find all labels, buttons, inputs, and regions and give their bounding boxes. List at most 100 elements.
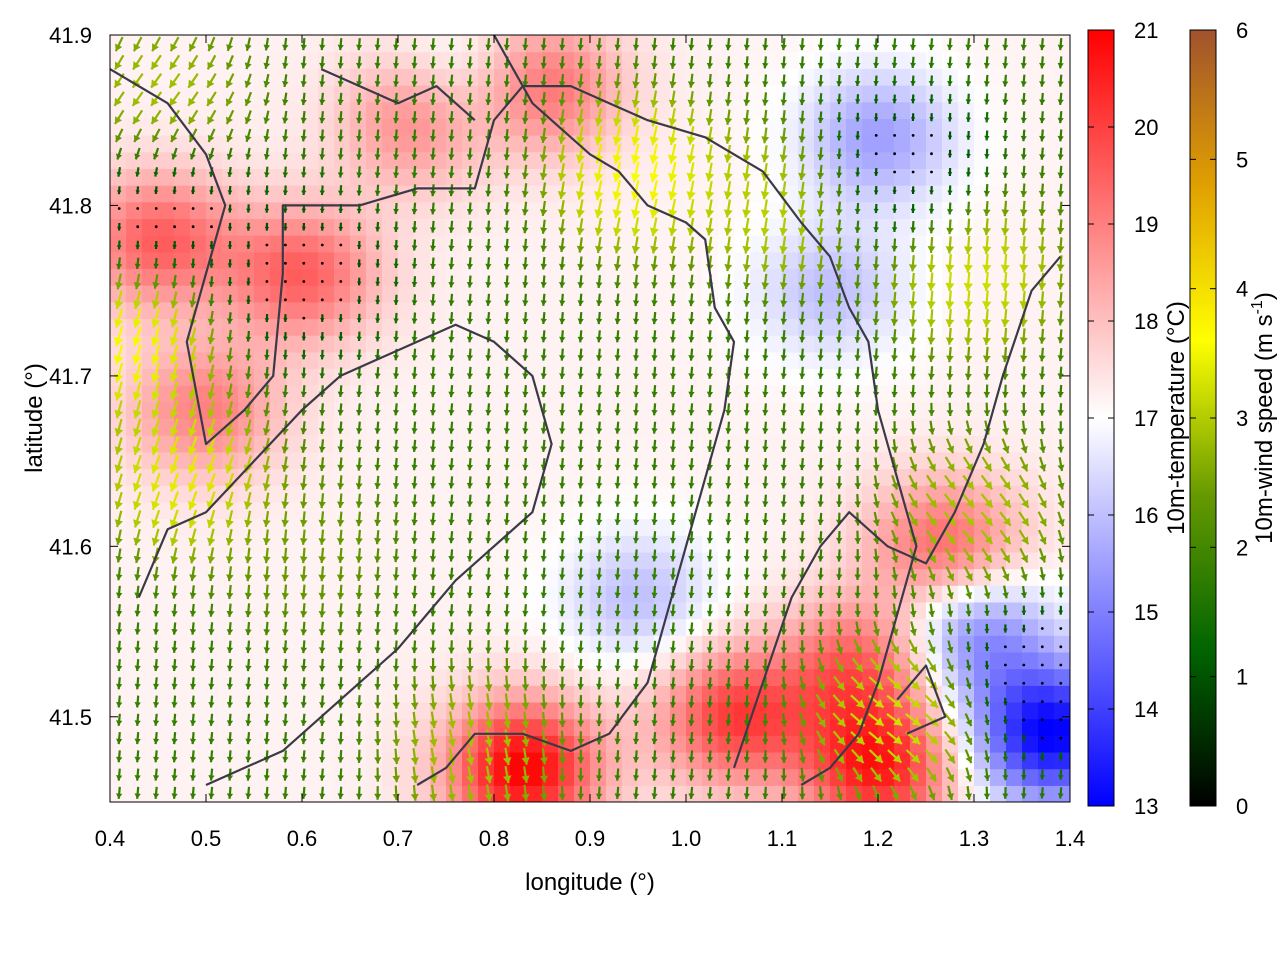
heatmap-cell [526, 635, 543, 653]
heatmap-cell [1022, 268, 1039, 286]
heatmap-cell [350, 268, 367, 286]
heatmap-cell [366, 101, 383, 119]
heatmap-cell [654, 168, 671, 186]
heatmap-cell [942, 168, 959, 186]
heatmap-cell [638, 601, 655, 620]
heatmap-cell [414, 468, 431, 486]
heatmap-cell [542, 568, 559, 586]
heatmap-cell [766, 535, 783, 553]
wind-arrow [173, 225, 177, 229]
heatmap-cell [542, 701, 559, 720]
heatmap-cell [750, 785, 767, 802]
heatmap-cell [878, 368, 895, 386]
heatmap-cell [718, 468, 735, 486]
heatmap-cell [526, 68, 543, 86]
heatmap-cell [942, 685, 959, 703]
heatmap-cell [526, 185, 543, 203]
heatmap-cell [414, 635, 431, 653]
heatmap-cell [526, 535, 543, 553]
heatmap-cell [990, 618, 1007, 636]
wind-arrow [320, 298, 324, 302]
heatmap-cell [894, 118, 911, 136]
y-tick-label: 41.6 [49, 534, 92, 559]
heatmap-cell [270, 735, 287, 753]
wind-arrow [191, 207, 195, 210]
heatmap-cell [174, 385, 191, 403]
heatmap-cell [718, 735, 735, 753]
heatmap-cell [254, 285, 271, 303]
heatmap-cell [446, 135, 463, 153]
heatmap-cell [334, 301, 351, 320]
heatmap-cell [174, 118, 191, 136]
heatmap-cell [446, 635, 463, 653]
heatmap-cell [174, 135, 191, 153]
heatmap-cell [526, 168, 543, 186]
heatmap-cell [158, 401, 175, 420]
heatmap-cell [126, 701, 143, 720]
heatmap-cell [750, 768, 767, 786]
heatmap-cell [174, 201, 191, 220]
heatmap-cell [526, 551, 543, 570]
heatmap-cell [174, 668, 191, 686]
heatmap-cell [398, 385, 415, 403]
heatmap-cell [686, 418, 703, 436]
heatmap-cell [446, 351, 463, 370]
heatmap-cell [958, 268, 975, 286]
heatmap-cell [990, 418, 1007, 436]
heatmap-cell [894, 368, 911, 386]
heatmap-cell [398, 35, 415, 53]
heatmap-cell [174, 501, 191, 520]
heatmap-cell [526, 468, 543, 486]
heatmap-cell [302, 618, 319, 636]
heatmap-cell [654, 501, 671, 520]
heatmap-cell [158, 151, 175, 169]
heatmap-cell [958, 351, 975, 370]
heatmap-cell [414, 151, 431, 169]
heatmap-cell [1054, 435, 1070, 453]
heatmap-cell [654, 101, 671, 119]
heatmap-cell [270, 151, 287, 169]
heatmap-cell [414, 618, 431, 636]
heatmap-cell [654, 551, 671, 570]
heatmap-cell [542, 168, 559, 186]
heatmap-cell [382, 301, 399, 320]
heatmap-cell [782, 585, 799, 603]
heatmap-cell [782, 85, 799, 103]
heatmap-cell [142, 285, 159, 303]
heatmap-cell [398, 301, 415, 320]
wind-arrow [930, 134, 933, 137]
heatmap-cell [110, 468, 127, 486]
heatmap-cell [462, 535, 479, 553]
heatmap-cell [542, 785, 559, 802]
heatmap-cell [606, 701, 623, 720]
heatmap-cell [1006, 451, 1023, 470]
heatmap-cell [638, 68, 655, 86]
heatmap-cell [734, 551, 751, 570]
heatmap-cell [142, 468, 159, 486]
heatmap-cell [878, 401, 895, 420]
heatmap-cell [846, 68, 863, 86]
heatmap-cell [878, 485, 895, 503]
heatmap-cell [110, 251, 127, 270]
heatmap-cell [926, 635, 943, 653]
heatmap-cell [446, 268, 463, 286]
wind-arrow [302, 261, 306, 265]
heatmap-cell [1006, 701, 1023, 720]
heatmap-cell [1006, 368, 1023, 386]
heatmap-cell [334, 435, 351, 453]
heatmap-cell [190, 201, 207, 220]
heatmap-cell [318, 618, 335, 636]
heatmap-cell [830, 451, 847, 470]
heatmap-cell [238, 368, 255, 386]
heatmap-cell [830, 118, 847, 136]
heatmap-cell [926, 735, 943, 753]
wind-arrow [1059, 681, 1063, 685]
heatmap-cell [446, 51, 463, 69]
heatmap-cell [750, 751, 767, 770]
heatmap-cell [1022, 385, 1039, 403]
heatmap-cell [302, 185, 319, 203]
heatmap-cell [510, 718, 527, 736]
heatmap-cell [718, 285, 735, 303]
heatmap-cell [782, 468, 799, 486]
heatmap-cell [750, 568, 767, 586]
